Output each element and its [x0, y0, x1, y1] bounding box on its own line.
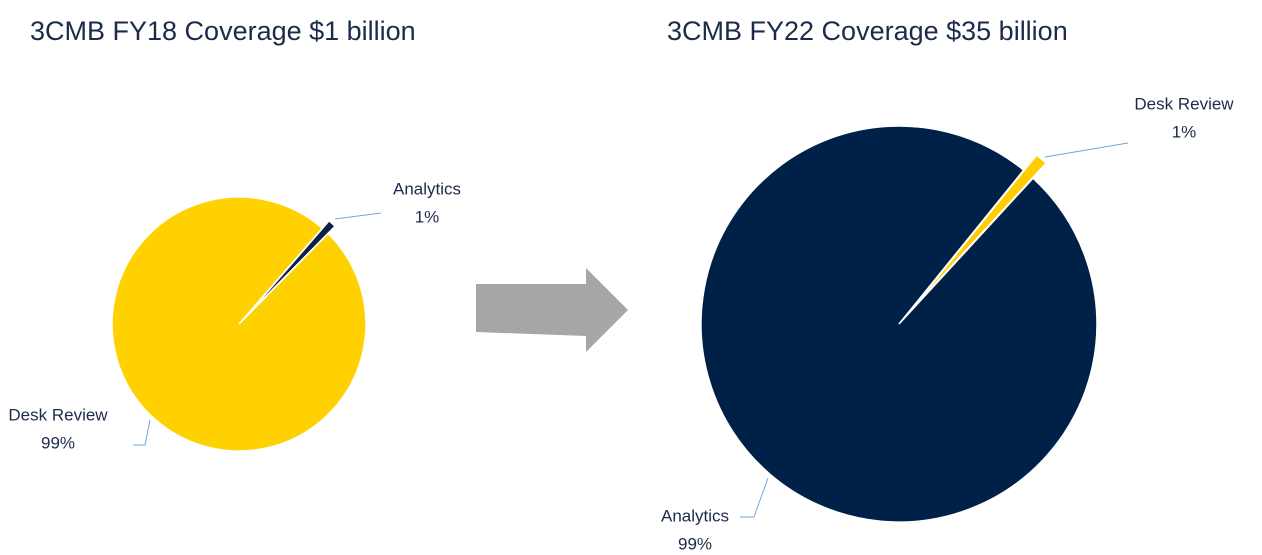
pie-slice — [911, 153, 1048, 310]
leader-line — [1044, 142, 1129, 158]
slice-label: Analytics — [393, 179, 461, 198]
slice-value-label: 99% — [41, 433, 75, 452]
slice-label: Desk Review — [1134, 94, 1234, 113]
chart-title: 3CMB FY18 Coverage $1 billion — [30, 16, 416, 46]
leader-line — [740, 477, 769, 518]
leader-line — [334, 212, 382, 220]
arrow — [476, 268, 628, 352]
chart-title: 3CMB FY22 Coverage $35 billion — [667, 16, 1068, 46]
slice-value-label: 1% — [1172, 122, 1197, 141]
slice-label: Analytics — [661, 506, 729, 525]
pie-slice — [111, 196, 367, 452]
slice-label: Desk Review — [8, 405, 108, 424]
pie-slice — [700, 125, 1098, 523]
slice-value-label: 1% — [415, 207, 440, 226]
leader-line — [133, 419, 151, 446]
slice-value-label: 99% — [678, 534, 712, 553]
pie-slice — [245, 219, 337, 318]
